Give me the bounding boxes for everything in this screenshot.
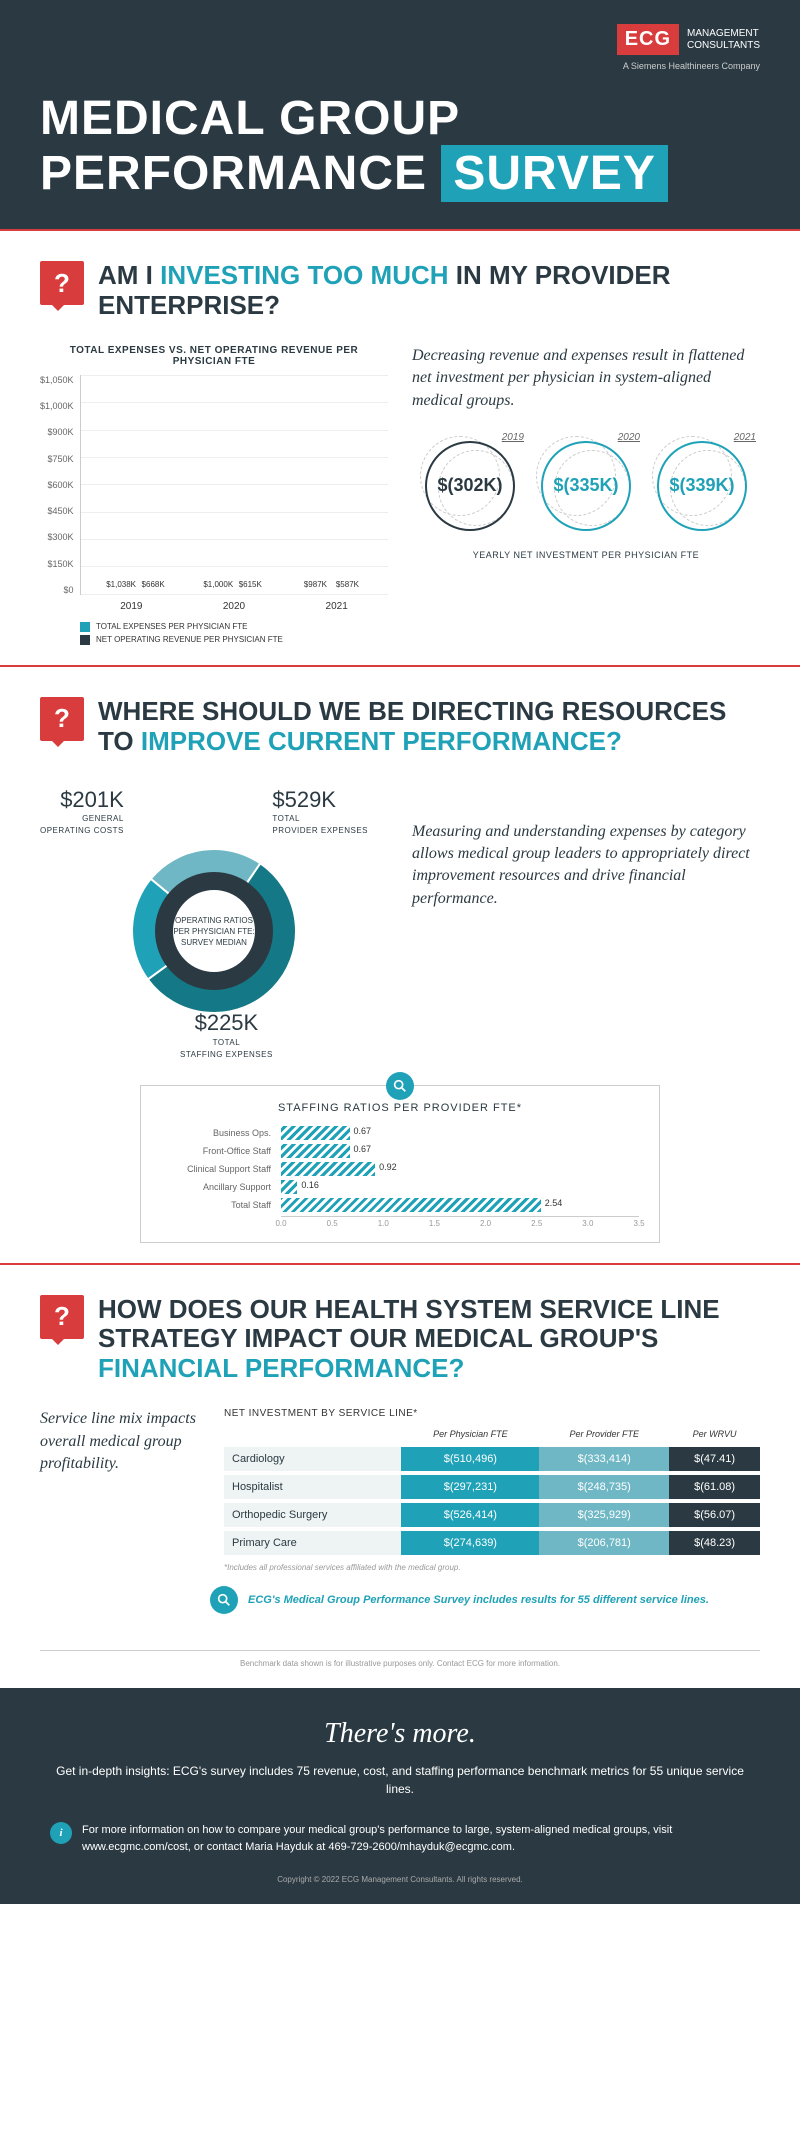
s2-body-text: Measuring and understanding expenses by … bbox=[412, 781, 760, 1061]
donut-svg: OPERATING RATIOS PER PHYSICIAN FTE: SURVEY… bbox=[40, 781, 388, 1061]
question-icon: ? bbox=[40, 261, 84, 305]
investment-circle: $(302K)2019 bbox=[420, 436, 520, 536]
bar-x-labels: 201920202021 bbox=[80, 601, 388, 612]
investment-circle: $(335K)2020 bbox=[536, 436, 636, 536]
section-3: ? HOW DOES OUR HEALTH SYSTEM SERVICE LIN… bbox=[0, 1263, 800, 1635]
table-row: Cardiology$(510,496)$(333,414)$(47.41) bbox=[224, 1445, 760, 1473]
section-2: ? WHERE SHOULD WE BE DIRECTING RESOURCES… bbox=[0, 665, 800, 1263]
footer-sub: Get in-depth insights: ECG's survey incl… bbox=[50, 1762, 750, 1798]
q2-highlight: IMPROVE CURRENT PERFORMANCE? bbox=[141, 726, 622, 756]
table-row: Orthopedic Surgery$(526,414)$(325,929)$(… bbox=[224, 1501, 760, 1529]
y-tick: $900K bbox=[40, 427, 74, 437]
logo-row: ECG MANAGEMENT CONSULTANTS bbox=[40, 24, 760, 55]
page: ECG MANAGEMENT CONSULTANTS A Siemens Hea… bbox=[0, 0, 800, 1904]
bar-legend: TOTAL EXPENSES PER PHYSICIAN FTENET OPER… bbox=[80, 622, 388, 645]
question-row: ? HOW DOES OUR HEALTH SYSTEM SERVICE LIN… bbox=[40, 1295, 760, 1385]
staffing-box: STAFFING RATIOS PER PROVIDER FTE* Busine… bbox=[140, 1085, 660, 1243]
bar-area: $1,050K $1,000K $900K $750K $600K $450K $300K $… bbox=[40, 375, 388, 595]
y-tick: $1,000K bbox=[40, 401, 74, 411]
y-tick: $450K bbox=[40, 506, 74, 516]
hbar-row: Clinical Support Staff0.92 bbox=[161, 1162, 639, 1176]
y-tick: $1,050K bbox=[40, 375, 74, 385]
donut-chart: OPERATING RATIOS PER PHYSICIAN FTE: SURVEY… bbox=[40, 781, 388, 1061]
footer-more: i For more information on how to compare… bbox=[50, 1822, 750, 1855]
table-row: Primary Care$(274,639)$(206,781)$(48.23) bbox=[224, 1529, 760, 1557]
question-title: WHERE SHOULD WE BE DIRECTING RESOURCES T… bbox=[98, 697, 760, 757]
magnify-icon bbox=[210, 1586, 238, 1614]
hbar-axis: 0.00.51.01.52.02.53.03.5 bbox=[281, 1216, 639, 1230]
question-title: HOW DOES OUR HEALTH SYSTEM SERVICE LINE … bbox=[98, 1295, 760, 1385]
question-icon: ? bbox=[40, 1295, 84, 1339]
info-icon: i bbox=[50, 1822, 72, 1844]
question-row: ? AM I INVESTING TOO MUCH IN MY PROVIDER… bbox=[40, 261, 760, 321]
circles-row: $(302K)2019$(335K)2020$(339K)2021 bbox=[412, 436, 760, 536]
footer-more-text: For more information on how to compare y… bbox=[82, 1822, 750, 1855]
question-row: ? WHERE SHOULD WE BE DIRECTING RESOURCES… bbox=[40, 697, 760, 757]
s3-body-text: Service line mix impacts overall medical… bbox=[40, 1408, 200, 1475]
q1-highlight: INVESTING TOO MUCH bbox=[160, 260, 448, 290]
header: ECG MANAGEMENT CONSULTANTS A Siemens Hea… bbox=[0, 0, 800, 229]
y-tick: $600K bbox=[40, 480, 74, 490]
investment-circle: $(339K)2021 bbox=[652, 436, 752, 536]
logo-badge: ECG bbox=[617, 24, 679, 55]
svg-text:OPERATING RATIOS: OPERATING RATIOS bbox=[175, 916, 253, 925]
s3-table-wrap: NET INVESTMENT BY SERVICE LINE* Per Phys… bbox=[224, 1408, 760, 1572]
y-tick: $300K bbox=[40, 532, 74, 542]
s3-body: Service line mix impacts overall medical… bbox=[40, 1408, 760, 1572]
circles-caption: YEARLY NET INVESTMENT PER PHYSICIAN FTE bbox=[412, 550, 760, 560]
footer-title: There's more. bbox=[50, 1718, 750, 1750]
svg-text:PER PHYSICIAN FTE:: PER PHYSICIAN FTE: bbox=[173, 927, 254, 936]
y-tick: $150K bbox=[40, 559, 74, 569]
table-row: Hospitalist$(297,231)$(248,735)$(61.08) bbox=[224, 1473, 760, 1501]
callout-text: ECG's Medical Group Performance Survey i… bbox=[248, 1594, 709, 1606]
service-line-table: Per Physician FTEPer Provider FTEPer WRV… bbox=[224, 1425, 760, 1559]
hbar-row: Total Staff2.54 bbox=[161, 1198, 639, 1212]
hbar-row: Front-Office Staff0.67 bbox=[161, 1144, 639, 1158]
q3-highlight: FINANCIAL PERFORMANCE? bbox=[98, 1353, 464, 1383]
bars-grid: $1,038K$668K$1,000K$615K$987K$587K bbox=[80, 375, 388, 595]
copyright: Copyright © 2022 ECG Management Consulta… bbox=[50, 1875, 750, 1884]
hbar-row: Ancillary Support0.16 bbox=[161, 1180, 639, 1194]
bar-y-axis: $1,050K $1,000K $900K $750K $600K $450K $300K $… bbox=[40, 375, 80, 595]
logo-text: MANAGEMENT CONSULTANTS bbox=[687, 28, 760, 52]
y-tick: $0 bbox=[40, 585, 74, 595]
q3-pre: HOW DOES OUR HEALTH SYSTEM SERVICE LINE … bbox=[98, 1294, 720, 1354]
bar-chart-title: TOTAL EXPENSES VS. NET OPERATING REVENUE… bbox=[40, 345, 388, 367]
s2-body: OPERATING RATIOS PER PHYSICIAN FTE: SURVEY… bbox=[40, 781, 760, 1061]
title-part1: MEDICAL GROUP PERFORMANCE bbox=[40, 92, 459, 200]
title-part2: SURVEY bbox=[441, 145, 668, 202]
main-title: MEDICAL GROUP PERFORMANCE SURVEY bbox=[40, 91, 760, 201]
s1-right: Decreasing revenue and expenses result i… bbox=[412, 345, 760, 645]
logo-sub2: CONSULTANTS bbox=[687, 40, 760, 52]
tagline: A Siemens Healthineers Company bbox=[40, 61, 760, 71]
magnify-icon bbox=[386, 1072, 414, 1100]
callout-row: ECG's Medical Group Performance Survey i… bbox=[210, 1586, 760, 1614]
staffing-title: STAFFING RATIOS PER PROVIDER FTE* bbox=[161, 1102, 639, 1114]
question-title: AM I INVESTING TOO MUCH IN MY PROVIDER E… bbox=[98, 261, 760, 321]
q1-pre: AM I bbox=[98, 260, 160, 290]
table-footnote: *Includes all professional services affi… bbox=[224, 1563, 760, 1572]
y-tick: $750K bbox=[40, 454, 74, 464]
logo-sub1: MANAGEMENT bbox=[687, 28, 760, 40]
table-title: NET INVESTMENT BY SERVICE LINE* bbox=[224, 1408, 760, 1419]
s1-bar-chart: TOTAL EXPENSES VS. NET OPERATING REVENUE… bbox=[40, 345, 388, 645]
hbars: Business Ops.0.67 Front-Office Staff0.67 C… bbox=[161, 1126, 639, 1212]
question-icon: ? bbox=[40, 697, 84, 741]
hbar-row: Business Ops.0.67 bbox=[161, 1126, 639, 1140]
section-1: ? AM I INVESTING TOO MUCH IN MY PROVIDER… bbox=[0, 229, 800, 665]
svg-text:SURVEY MEDIAN: SURVEY MEDIAN bbox=[181, 938, 247, 947]
footer: There's more. Get in-depth insights: ECG… bbox=[0, 1688, 800, 1904]
benchmark-note: Benchmark data shown is for illustrative… bbox=[40, 1650, 760, 1688]
s1-body: TOTAL EXPENSES VS. NET OPERATING REVENUE… bbox=[40, 345, 760, 645]
s1-body-text: Decreasing revenue and expenses result i… bbox=[412, 345, 760, 412]
